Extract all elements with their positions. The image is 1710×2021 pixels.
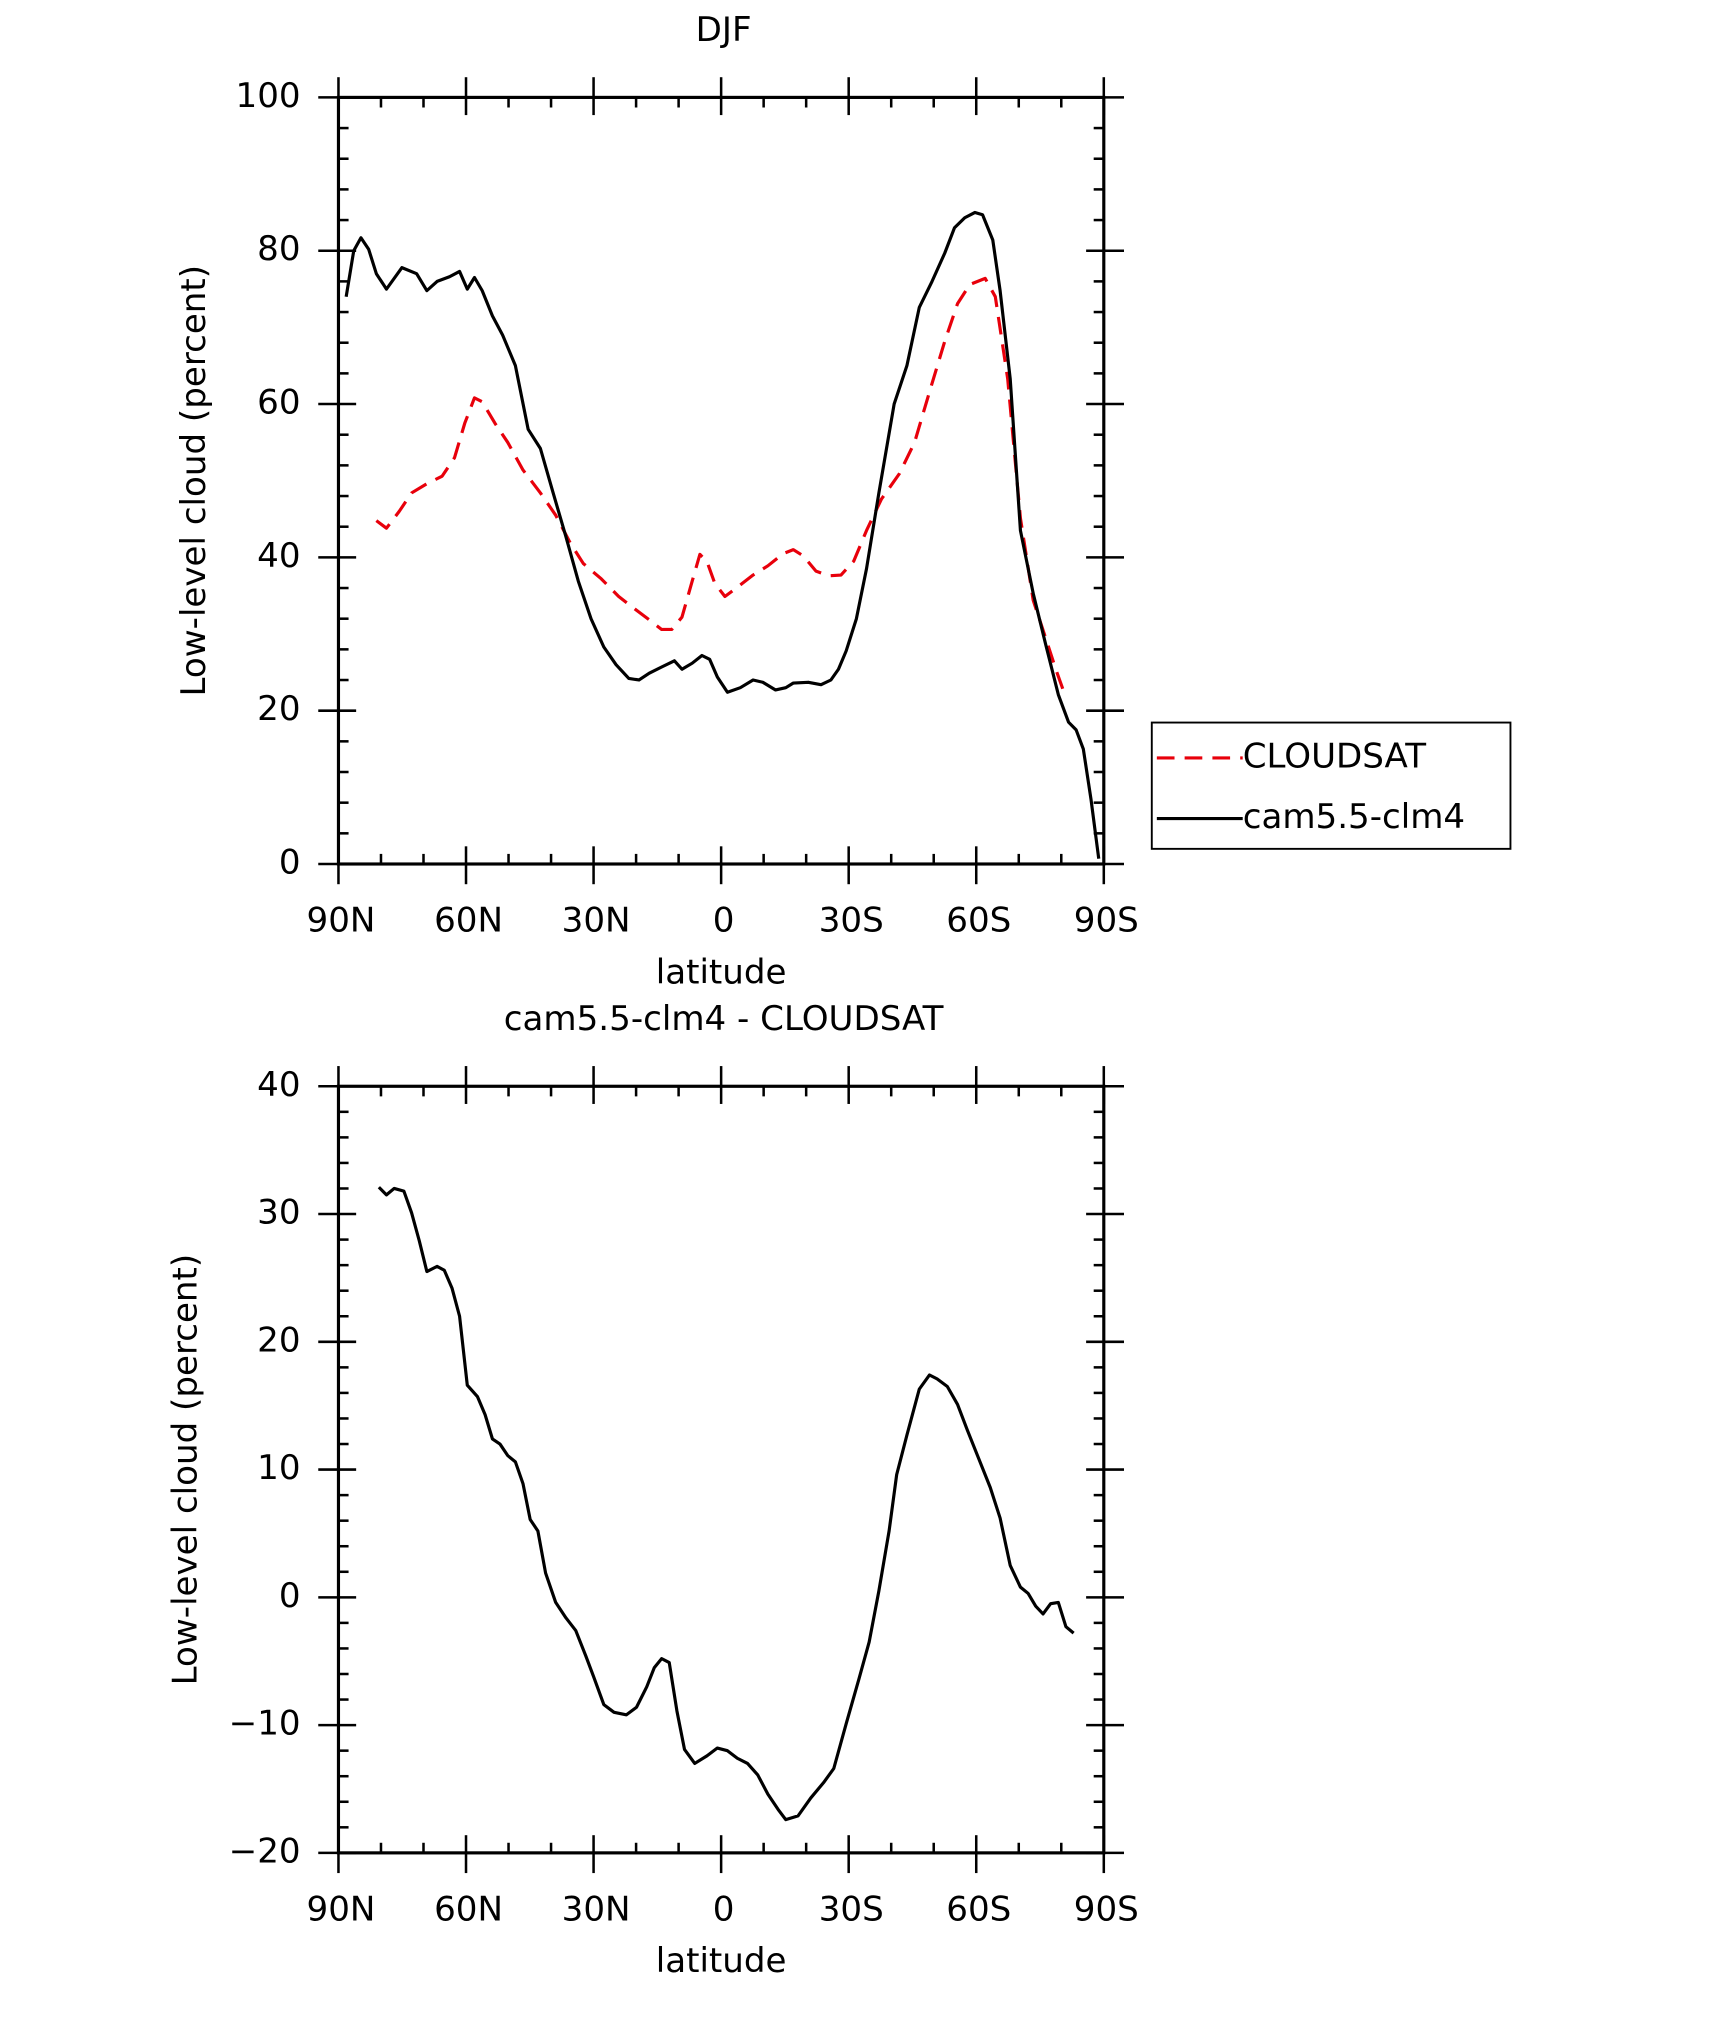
x-tick-label: 30S: [819, 1889, 884, 1929]
x-tick-label: 90N: [307, 901, 376, 941]
y-tick-label: 0: [279, 1576, 301, 1616]
x-tick-label: 0: [713, 1889, 735, 1929]
y-tick-label: 0: [279, 843, 301, 883]
x-tick-label: 60N: [434, 901, 503, 941]
y-tick-label: −20: [229, 1831, 301, 1871]
y-tick-label: 40: [257, 536, 300, 576]
y-tick-label: 30: [257, 1193, 300, 1233]
y-axis-label: Low-level cloud (percent): [165, 1254, 205, 1686]
x-tick-label: 60N: [434, 1889, 503, 1929]
chart-title: DJF: [696, 10, 752, 50]
plot-frame: [336, 1084, 1106, 1855]
y-tick-label: 100: [236, 76, 301, 116]
data-line: [377, 1186, 1075, 1822]
y-tick-label: 20: [257, 689, 300, 729]
y-tick-label: 20: [257, 1320, 300, 1360]
x-tick-label: 30N: [562, 901, 631, 941]
x-axis-label: latitude: [656, 952, 787, 992]
legend-label: CLOUDSAT: [1243, 736, 1427, 776]
plot-frame: [336, 95, 1106, 866]
legend-label: cam5.5-clm4: [1243, 797, 1465, 837]
y-tick-label: 60: [257, 383, 300, 423]
y-tick-label: −10: [229, 1704, 301, 1744]
chart-title: cam5.5-clm4 - CLOUDSAT: [504, 999, 944, 1039]
y-axis-label: Low-level cloud (percent): [174, 265, 214, 697]
legend-box: [1150, 721, 1512, 850]
x-tick-label: 90S: [1074, 901, 1139, 941]
y-tick-label: 80: [257, 229, 300, 269]
data-line: [375, 276, 1068, 699]
y-tick-label: 10: [257, 1448, 300, 1488]
data-line: [344, 210, 1101, 859]
x-tick-label: 30N: [562, 1889, 631, 1929]
x-tick-label: 30S: [819, 901, 884, 941]
x-tick-label: 0: [713, 901, 735, 941]
x-tick-label: 60S: [946, 901, 1011, 941]
x-tick-label: 60S: [946, 1889, 1011, 1929]
x-axis-label: latitude: [656, 1941, 787, 1981]
x-tick-label: 90N: [307, 1889, 376, 1929]
x-tick-label: 90S: [1074, 1889, 1139, 1929]
y-tick-label: 40: [257, 1065, 300, 1105]
